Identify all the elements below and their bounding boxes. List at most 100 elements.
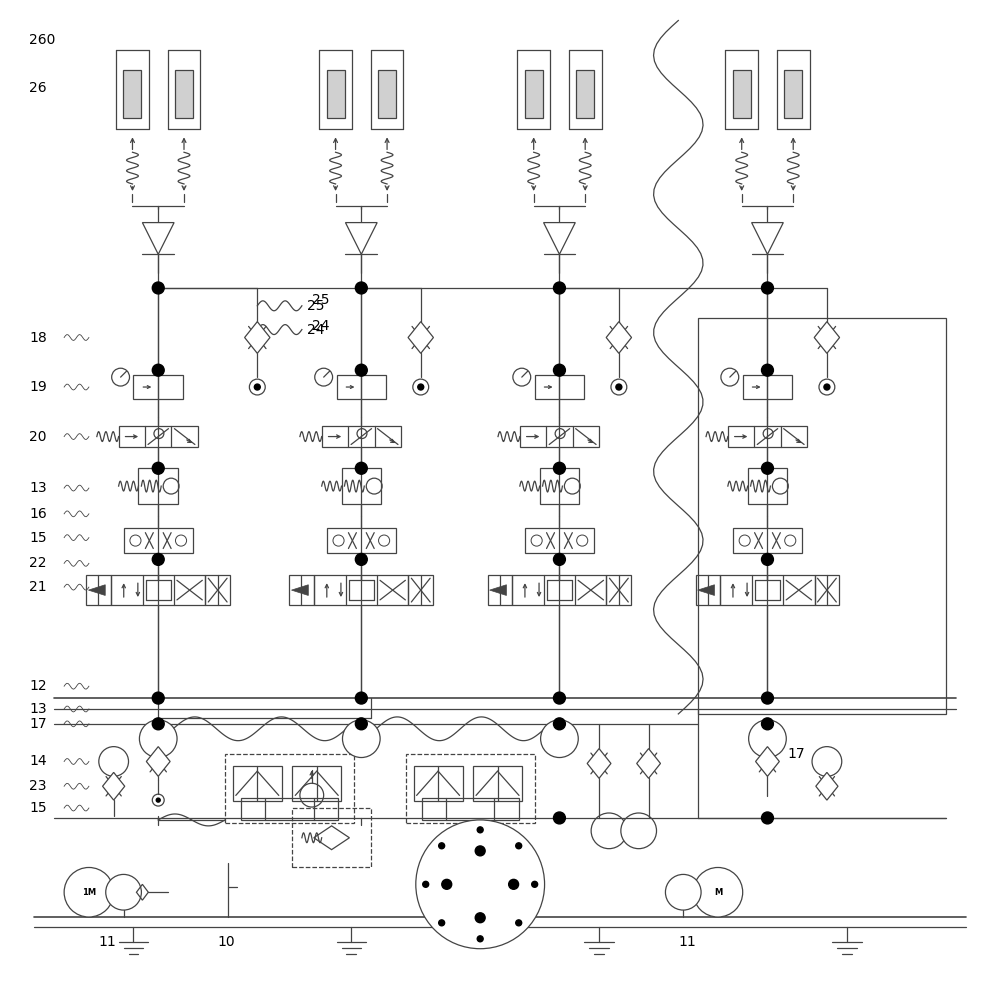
Circle shape xyxy=(762,718,773,730)
Polygon shape xyxy=(587,749,611,779)
Bar xyxy=(314,575,408,605)
Bar xyxy=(525,70,543,118)
Text: 23: 23 xyxy=(29,780,47,794)
Polygon shape xyxy=(291,584,308,595)
Circle shape xyxy=(355,692,367,704)
Polygon shape xyxy=(544,222,575,254)
Circle shape xyxy=(442,879,452,889)
Bar xyxy=(289,575,314,605)
Circle shape xyxy=(342,720,380,758)
Circle shape xyxy=(553,554,565,565)
Bar xyxy=(124,528,193,554)
Text: 19: 19 xyxy=(29,380,47,394)
Bar xyxy=(86,575,111,605)
Bar xyxy=(815,575,839,605)
Circle shape xyxy=(439,843,445,849)
Bar xyxy=(119,426,198,447)
Circle shape xyxy=(693,867,743,917)
Bar xyxy=(733,528,802,554)
Text: 22: 22 xyxy=(29,557,47,570)
Text: M: M xyxy=(714,888,722,897)
Circle shape xyxy=(99,747,129,777)
Circle shape xyxy=(163,478,179,494)
Circle shape xyxy=(749,720,786,758)
Circle shape xyxy=(416,820,545,948)
Bar xyxy=(292,808,371,867)
Bar xyxy=(576,70,594,118)
Circle shape xyxy=(762,462,773,474)
Circle shape xyxy=(439,920,445,926)
Bar xyxy=(733,70,751,118)
Circle shape xyxy=(475,913,485,923)
Bar xyxy=(488,575,512,605)
Circle shape xyxy=(477,827,483,833)
Polygon shape xyxy=(345,222,377,254)
Circle shape xyxy=(418,384,424,390)
Circle shape xyxy=(824,384,830,390)
Circle shape xyxy=(516,843,522,849)
Bar xyxy=(720,575,815,605)
Circle shape xyxy=(812,747,842,777)
Text: 25: 25 xyxy=(307,299,324,312)
Circle shape xyxy=(423,881,429,887)
Bar xyxy=(327,70,345,118)
Circle shape xyxy=(611,379,627,395)
Bar xyxy=(322,426,401,447)
Text: 11: 11 xyxy=(678,934,696,948)
Circle shape xyxy=(513,368,531,386)
Bar xyxy=(408,575,433,605)
Circle shape xyxy=(156,799,160,803)
Circle shape xyxy=(665,874,701,910)
Bar xyxy=(414,766,463,801)
Polygon shape xyxy=(606,321,632,353)
Text: 24: 24 xyxy=(307,322,324,336)
Circle shape xyxy=(139,720,177,758)
Circle shape xyxy=(249,379,265,395)
Text: 16: 16 xyxy=(29,507,47,521)
Bar xyxy=(241,798,338,820)
Polygon shape xyxy=(314,826,349,850)
Text: 24: 24 xyxy=(312,318,329,332)
Bar xyxy=(540,468,579,504)
Text: 13: 13 xyxy=(29,702,47,716)
Bar xyxy=(696,575,720,605)
Circle shape xyxy=(553,364,565,376)
Text: 15: 15 xyxy=(29,531,47,545)
Text: 12: 12 xyxy=(29,680,47,693)
Circle shape xyxy=(516,920,522,926)
Circle shape xyxy=(762,364,773,376)
Circle shape xyxy=(819,379,835,395)
Polygon shape xyxy=(146,747,170,777)
Circle shape xyxy=(762,554,773,565)
Bar xyxy=(337,375,386,399)
Circle shape xyxy=(152,795,164,806)
Bar xyxy=(784,70,802,118)
Bar xyxy=(520,426,599,447)
Circle shape xyxy=(553,282,565,294)
Bar xyxy=(342,468,381,504)
Bar xyxy=(698,317,946,714)
Bar xyxy=(606,575,631,605)
Circle shape xyxy=(477,935,483,941)
Circle shape xyxy=(152,692,164,704)
Text: 10: 10 xyxy=(218,934,235,948)
Circle shape xyxy=(616,384,622,390)
Text: 14: 14 xyxy=(29,755,47,769)
Polygon shape xyxy=(752,222,783,254)
Bar xyxy=(233,766,282,801)
Text: 21: 21 xyxy=(29,580,47,594)
Bar xyxy=(133,375,183,399)
Polygon shape xyxy=(756,747,779,777)
Circle shape xyxy=(762,812,773,824)
Bar xyxy=(138,468,178,504)
Polygon shape xyxy=(245,321,270,353)
Circle shape xyxy=(152,462,164,474)
Text: 20: 20 xyxy=(29,430,47,443)
Bar xyxy=(406,754,535,823)
Bar xyxy=(525,528,594,554)
Circle shape xyxy=(621,813,657,849)
Bar xyxy=(422,798,519,820)
Text: 17: 17 xyxy=(29,717,47,731)
Text: 260: 260 xyxy=(29,34,56,48)
Text: 11: 11 xyxy=(99,934,117,948)
